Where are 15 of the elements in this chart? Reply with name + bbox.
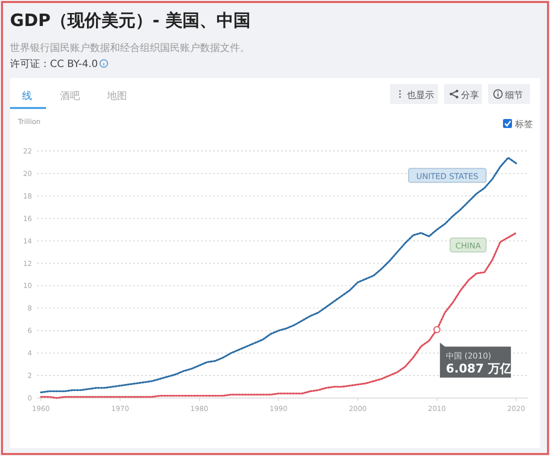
text: 标签 [514, 119, 533, 130]
text: 分享 [461, 90, 479, 101]
annotation: 中国 (2010) [446, 352, 492, 361]
line-series [40, 156, 518, 394]
series-label: CHINA [455, 241, 482, 250]
text: 也显示 [407, 90, 434, 101]
text: 地图 [106, 90, 127, 102]
line-series [40, 232, 518, 399]
text: 线 [22, 90, 32, 102]
text: 细节 [505, 90, 523, 101]
chart-title: GDP（现价美元）- 美国、中国 [10, 11, 250, 31]
text: 酒吧 [60, 90, 80, 102]
chart-subtitle: 世界银行国民账户数据和经合组织国民账户数据文件。 [10, 42, 250, 54]
series-label: UNITED STATES [416, 172, 478, 181]
text: 许可证：CC BY-4.0 [10, 58, 98, 70]
